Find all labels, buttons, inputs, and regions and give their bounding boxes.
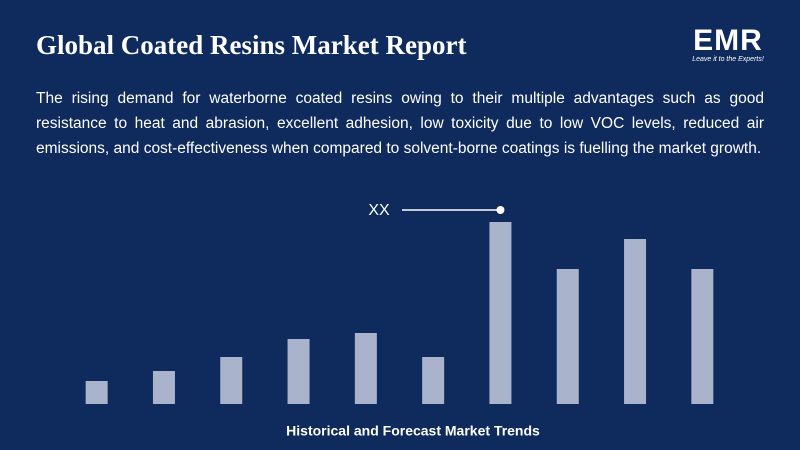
bar bbox=[691, 269, 714, 404]
annotation: XX bbox=[368, 202, 390, 219]
bar bbox=[489, 222, 512, 404]
description: The rising demand for waterborne coated … bbox=[36, 90, 764, 157]
bar bbox=[422, 357, 445, 404]
bar bbox=[556, 269, 579, 404]
tagline: Leave it to the Experts! bbox=[692, 56, 764, 63]
bar bbox=[354, 333, 377, 404]
bar bbox=[85, 381, 108, 404]
annotation-dot bbox=[496, 206, 505, 214]
bar bbox=[624, 239, 647, 404]
bar bbox=[152, 371, 175, 404]
title: Global Coated Resins Market Report bbox=[36, 30, 467, 60]
logo: EMR Leave it to the Experts! bbox=[683, 24, 773, 64]
logo-text: EMR bbox=[693, 24, 763, 57]
x-axis-label: Historical and Forecast Market Trends bbox=[286, 423, 540, 439]
bar bbox=[287, 339, 310, 404]
bar bbox=[220, 357, 243, 404]
